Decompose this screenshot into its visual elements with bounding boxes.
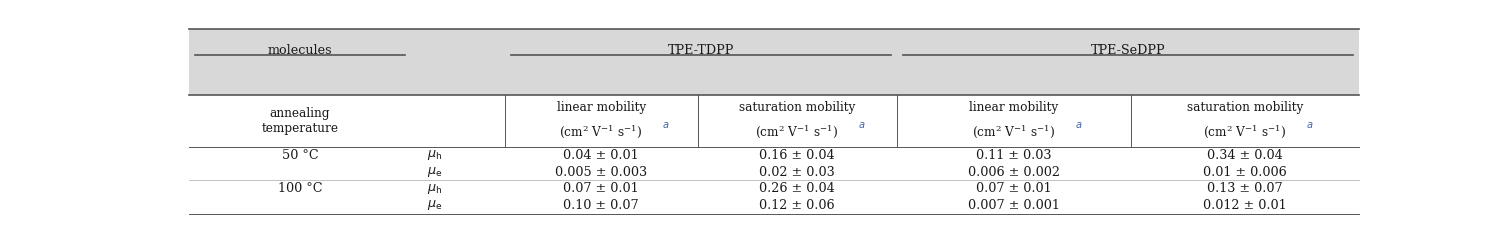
Text: $\mu_{\mathrm{h}}$: $\mu_{\mathrm{h}}$	[427, 182, 442, 196]
Text: $\mathit{a}$: $\mathit{a}$	[1075, 120, 1083, 130]
Text: linear mobility: linear mobility	[969, 101, 1059, 114]
Text: 0.12 ± 0.06: 0.12 ± 0.06	[760, 199, 835, 212]
Text: $\mathregular{(cm^{2}\ V^{-1}\ s^{-1})}$: $\mathregular{(cm^{2}\ V^{-1}\ s^{-1})}$	[559, 123, 643, 140]
Text: 0.007 ± 0.001: 0.007 ± 0.001	[968, 199, 1060, 212]
Text: 0.006 ± 0.002: 0.006 ± 0.002	[968, 166, 1060, 179]
Text: 0.005 ± 0.003: 0.005 ± 0.003	[556, 166, 648, 179]
Text: TPE-TDPP: TPE-TDPP	[667, 44, 734, 57]
Text: annealing
temperature: annealing temperature	[261, 107, 338, 135]
Text: $\mathit{a}$: $\mathit{a}$	[858, 120, 865, 130]
Text: saturation mobility: saturation mobility	[738, 101, 856, 114]
Text: 0.04 ± 0.01: 0.04 ± 0.01	[563, 149, 639, 162]
Text: 0.11 ± 0.03: 0.11 ± 0.03	[975, 149, 1051, 162]
Text: 0.02 ± 0.03: 0.02 ± 0.03	[760, 166, 835, 179]
Text: 0.01 ± 0.006: 0.01 ± 0.006	[1203, 166, 1287, 179]
Text: $\mathregular{(cm^{2}\ V^{-1}\ s^{-1})}$: $\mathregular{(cm^{2}\ V^{-1}\ s^{-1})}$	[755, 123, 840, 140]
Text: 0.26 ± 0.04: 0.26 ± 0.04	[760, 182, 835, 195]
Text: 0.012 ± 0.01: 0.012 ± 0.01	[1203, 199, 1287, 212]
Text: TPE-SeDPP: TPE-SeDPP	[1090, 44, 1166, 57]
Text: linear mobility: linear mobility	[557, 101, 646, 114]
Text: molecules: molecules	[267, 44, 332, 57]
Bar	[189, 95, 1359, 214]
Text: 0.07 ± 0.01: 0.07 ± 0.01	[563, 182, 639, 195]
Text: 0.16 ± 0.04: 0.16 ± 0.04	[760, 149, 835, 162]
Text: $\mathit{a}$: $\mathit{a}$	[661, 120, 669, 130]
Text: $\mathregular{(cm^{2}\ V^{-1}\ s^{-1})}$: $\mathregular{(cm^{2}\ V^{-1}\ s^{-1})}$	[1203, 123, 1287, 140]
Text: 0.10 ± 0.07: 0.10 ± 0.07	[563, 199, 639, 212]
Text: 0.34 ± 0.04: 0.34 ± 0.04	[1206, 149, 1284, 162]
Bar	[189, 29, 1359, 95]
Text: $\mu_{\mathrm{e}}$: $\mu_{\mathrm{e}}$	[427, 165, 442, 179]
Text: saturation mobility: saturation mobility	[1187, 101, 1303, 114]
Text: $\mu_{\mathrm{h}}$: $\mu_{\mathrm{h}}$	[427, 148, 442, 162]
Text: 0.07 ± 0.01: 0.07 ± 0.01	[975, 182, 1051, 195]
Text: $\mathregular{(cm^{2}\ V^{-1}\ s^{-1})}$: $\mathregular{(cm^{2}\ V^{-1}\ s^{-1})}$	[972, 123, 1055, 140]
Text: 100 °C: 100 °C	[278, 182, 322, 195]
Text: 50 °C: 50 °C	[281, 149, 319, 162]
Text: $\mu_{\mathrm{e}}$: $\mu_{\mathrm{e}}$	[427, 198, 442, 212]
Text: 0.13 ± 0.07: 0.13 ± 0.07	[1206, 182, 1282, 195]
Text: $\mathit{a}$: $\mathit{a}$	[1306, 120, 1314, 130]
